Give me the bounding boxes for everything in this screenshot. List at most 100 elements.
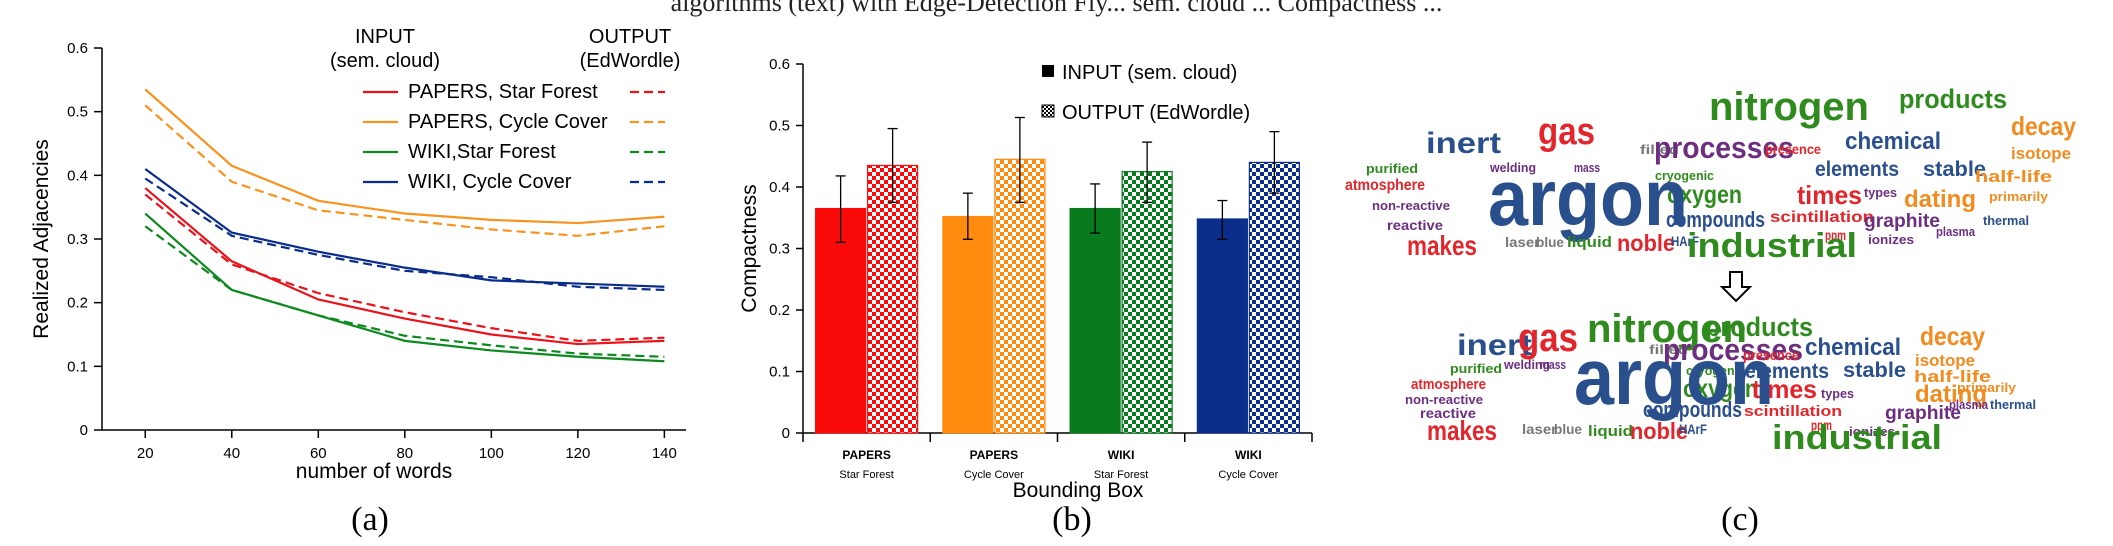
word-output: types xyxy=(1821,386,1854,401)
word-input: reactive xyxy=(1387,217,1443,233)
word-output: cryogenic xyxy=(1686,363,1745,378)
y-tick-label: 0.4 xyxy=(769,179,790,196)
y-tick-label: 0.3 xyxy=(67,231,88,248)
down-arrow-icon xyxy=(1719,271,1753,303)
legend-swatch-output xyxy=(1041,104,1055,118)
word-input: non-reactive xyxy=(1372,198,1450,213)
bar-chart-panel: 0 0.1 0.2 0.3 0.4 0.5 0.6 Compactness Bounding B… xyxy=(738,56,1313,502)
word-output: noble xyxy=(1630,418,1688,444)
x-tick-label: 100 xyxy=(479,445,504,462)
word-output: welding xyxy=(1503,357,1550,372)
word-output: primarily xyxy=(1957,380,2017,395)
bar xyxy=(867,164,919,434)
panel-label-c: (c) xyxy=(1721,501,1759,538)
series-line-input xyxy=(144,88,665,225)
word-output: nitrogen xyxy=(1587,307,1747,351)
legend-swatch-input xyxy=(1042,65,1054,77)
word-input: oxygen xyxy=(1667,181,1742,209)
word-input: times xyxy=(1797,180,1862,210)
word-input: laser xyxy=(1505,234,1541,250)
word-output: purified xyxy=(1450,361,1502,376)
legend-header-input-sub: (sem. cloud) xyxy=(330,50,440,72)
series-line-input xyxy=(144,187,665,346)
x-tick-label: 40 xyxy=(223,445,240,462)
word-input: stable xyxy=(1923,158,1986,181)
word-output: filled xyxy=(1649,342,1688,357)
line-chart-panel: 0 0.1 0.2 0.3 0.4 0.5 0.6 20 40 60 80 100 120 140 numb… xyxy=(30,26,686,483)
category-sublabel: Star Forest xyxy=(839,469,893,481)
word-input: noble xyxy=(1617,230,1675,256)
word-input: atmosphere xyxy=(1345,177,1425,194)
bar xyxy=(1196,218,1248,434)
word-output: times xyxy=(1752,374,1817,404)
word-output: liquid xyxy=(1588,423,1633,440)
series-line-output xyxy=(144,193,665,342)
word-output: non-reactive xyxy=(1405,392,1483,407)
legend-entry-output: OUTPUT (EdWordle) xyxy=(1062,102,1250,124)
word-input: ppm xyxy=(1825,227,1846,243)
y-axis-label: Compactness xyxy=(738,184,761,312)
category-sublabel: Cycle Cover xyxy=(964,469,1024,481)
category-sublabel: Star Forest xyxy=(1094,469,1148,481)
series-line-output xyxy=(144,104,665,237)
bar xyxy=(1248,161,1300,434)
word-output: scintillation xyxy=(1744,403,1842,420)
legend-entry: PAPERS, Cycle Cover xyxy=(408,111,608,133)
x-tick-label: 20 xyxy=(137,445,154,462)
word-input: dating xyxy=(1904,186,1976,213)
bar xyxy=(942,215,994,434)
legend-entry: WIKI,Star Forest xyxy=(408,141,556,163)
word-input: decay xyxy=(2011,111,2076,141)
series-line-output xyxy=(144,177,665,292)
word-input: isotope xyxy=(2011,144,2071,163)
series-line-input xyxy=(144,212,665,363)
word-output: presence xyxy=(1743,347,1799,363)
category-label: WIKI xyxy=(1235,448,1262,462)
word-input: nitrogen xyxy=(1709,85,1869,129)
word-input: argon xyxy=(1488,153,1688,242)
word-output: chemical xyxy=(1805,334,1901,361)
word-output: elements xyxy=(1745,360,1829,383)
x-tick-label: 60 xyxy=(310,445,327,462)
word-output: ionizes xyxy=(1849,424,1895,439)
bar xyxy=(815,207,867,434)
category-label: PAPERS xyxy=(970,448,1018,462)
word-input: makes xyxy=(1407,230,1477,261)
word-input: presence xyxy=(1765,141,1821,157)
y-tick-label: 0.1 xyxy=(67,358,88,375)
word-input: ionizes xyxy=(1868,232,1914,247)
word-output: argon xyxy=(1574,332,1774,421)
word-output: oxygen xyxy=(1683,375,1758,403)
legend-header-input: INPUT xyxy=(355,26,415,48)
word-output: reactive xyxy=(1420,405,1476,421)
y-tick-label: 0.2 xyxy=(769,302,790,319)
word-input: elements xyxy=(1815,158,1899,181)
x-axis-label: number of words xyxy=(296,460,452,483)
panel-label-b: (b) xyxy=(1052,501,1092,538)
x-tick-label: 80 xyxy=(396,445,413,462)
category-sublabel: Cycle Cover xyxy=(1218,469,1278,481)
word-input: mass xyxy=(1574,160,1600,175)
category-label: PAPERS xyxy=(842,448,890,462)
word-output: gas xyxy=(1518,316,1578,360)
word-output: plasma xyxy=(1949,397,1989,412)
word-input: primarily xyxy=(1989,189,2049,204)
word-input: industrial xyxy=(1687,227,1857,265)
word-input: processes xyxy=(1654,130,1794,165)
word-output: inert xyxy=(1457,329,1532,362)
y-tick-label: 0.5 xyxy=(67,104,88,121)
word-output: ppm xyxy=(1811,417,1832,433)
word-output: dating xyxy=(1915,381,1987,408)
bar xyxy=(1069,207,1121,434)
x-tick-label: 120 xyxy=(565,445,590,462)
word-input: products xyxy=(1899,84,2007,114)
y-tick-label: 0.1 xyxy=(769,364,790,381)
word-input: compounds xyxy=(1666,207,1765,232)
y-tick-label: 0 xyxy=(80,422,88,439)
legend-header-output-sub: (EdWordle) xyxy=(580,50,681,72)
word-output: processes xyxy=(1663,332,1803,367)
cut-off-caption-text: algorithms (text) with Edge-Detection Fi… xyxy=(670,0,1443,17)
word-input: graphite xyxy=(1864,211,1940,232)
word-output: compounds xyxy=(1643,397,1742,422)
